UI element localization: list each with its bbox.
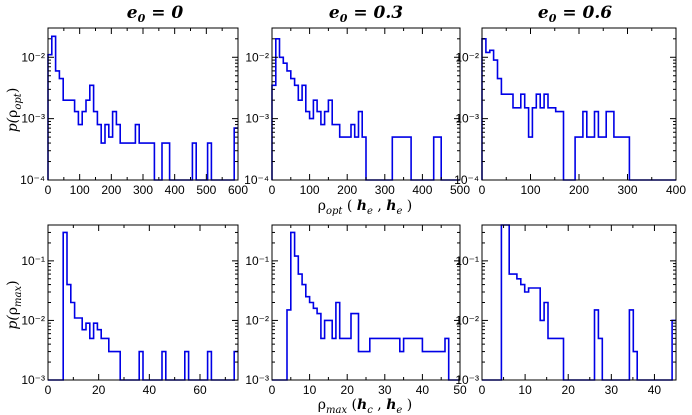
x-tick-label: 40 [648, 383, 662, 397]
histogram-series [47, 35, 238, 181]
x-tick-label: 10 [303, 383, 317, 397]
x-tick-label: 30 [378, 383, 392, 397]
x-tick-label: 20 [92, 383, 106, 397]
panel-top-right: 0 100 200 300 400 10⁻⁴ 10⁻³ 10⁻² [454, 27, 686, 197]
plot-frame [47, 27, 239, 181]
x-tick-label: 200 [569, 183, 589, 197]
x-tick-label: 400 [165, 183, 185, 197]
x-tick-label: 20 [562, 383, 576, 397]
y-tick-label: 10⁻² [455, 313, 479, 327]
histogram-series [48, 231, 238, 381]
panel-top-left: 0 100 200 300 400 500 600 10⁻⁴ 10⁻³ 10⁻² [20, 27, 248, 197]
ylabel-bottom: p(ρmax) [5, 280, 24, 329]
y-tick-label: 10⁻⁴ [454, 173, 479, 187]
histogram-series [271, 38, 460, 181]
x-tick-label: 100 [300, 183, 320, 197]
x-tick-label: 10 [518, 383, 532, 397]
x-tick-label: 40 [416, 383, 430, 397]
x-tick-label: 600 [228, 183, 248, 197]
x-tick-label: 400 [666, 183, 686, 197]
y-tick-label: 10⁻³ [245, 112, 269, 126]
plot-frame [271, 224, 461, 381]
xlabel-bottom: ρmax (hc , he ) [318, 397, 412, 415]
column-title-2: e0 = 0.3 [329, 3, 403, 25]
y-tick-label: 10⁻² [21, 50, 45, 64]
x-tick-label: 300 [617, 183, 637, 197]
x-tick-label: 0 [45, 183, 52, 197]
panel-top-middle: 0 100 200 300 400 500 10⁻⁴ 10⁻³ 10⁻² [244, 27, 470, 197]
y-tick-label: 10⁻² [455, 50, 479, 64]
y-tick-label: 10⁻¹ [245, 254, 269, 268]
y-tick-label: 10⁻⁴ [20, 173, 45, 187]
x-tick-label: 100 [70, 183, 90, 197]
x-tick-label: 20 [341, 383, 355, 397]
x-tick-label: 60 [193, 383, 207, 397]
x-tick-label: 200 [337, 183, 357, 197]
x-tick-label: 0 [269, 383, 276, 397]
y-tick-label: 10⁻³ [455, 112, 479, 126]
y-tick-label: 10⁻² [245, 50, 269, 64]
x-tick-label: 0 [45, 383, 52, 397]
y-tick-label: 10⁻² [245, 313, 269, 327]
plot-frame [481, 27, 677, 181]
x-tick-label: 30 [605, 383, 619, 397]
column-title-3: e0 = 0.6 [538, 3, 612, 25]
y-tick-label: 10⁻⁴ [244, 173, 269, 187]
x-tick-label: 0 [479, 183, 486, 197]
x-tick-label: 300 [375, 183, 395, 197]
panel-bottom-left: 0 20 40 60 10⁻³ 10⁻² 10⁻¹ [21, 224, 239, 397]
y-tick-label: 10⁻³ [21, 373, 45, 387]
x-tick-label: 200 [101, 183, 121, 197]
y-tick-label: 10⁻³ [455, 373, 479, 387]
y-tick-label: 10⁻³ [21, 112, 45, 126]
plot-frame [481, 224, 677, 381]
x-tick-label: 40 [143, 383, 157, 397]
x-tick-label: 100 [520, 183, 540, 197]
x-tick-label: 0 [269, 183, 276, 197]
y-tick-label: 10⁻³ [245, 373, 269, 387]
y-tick-label: 10⁻¹ [455, 254, 479, 268]
xlabel-top: ρopt ( he , he ) [318, 198, 413, 217]
x-tick-label: 50 [453, 383, 467, 397]
column-title-1: e0 = 0 [127, 3, 184, 25]
ylabel-top: p(ρopt) [5, 88, 24, 133]
y-tick-label: 10⁻¹ [21, 254, 45, 268]
histogram-series [481, 38, 676, 181]
y-tick-label: 10⁻² [21, 313, 45, 327]
x-tick-label: 400 [412, 183, 432, 197]
histogram-series [482, 224, 676, 381]
x-tick-label: 500 [450, 183, 470, 197]
histogram-series [272, 231, 460, 381]
panel-bottom-middle: 0 10 20 30 40 50 10⁻³ 10⁻² 10⁻¹ [245, 224, 467, 397]
panel-bottom-right: 0 10 20 30 40 10⁻³ 10⁻² 10⁻¹ [455, 224, 677, 397]
x-tick-label: 300 [133, 183, 153, 197]
x-tick-label: 0 [479, 383, 486, 397]
x-tick-label: 500 [196, 183, 216, 197]
